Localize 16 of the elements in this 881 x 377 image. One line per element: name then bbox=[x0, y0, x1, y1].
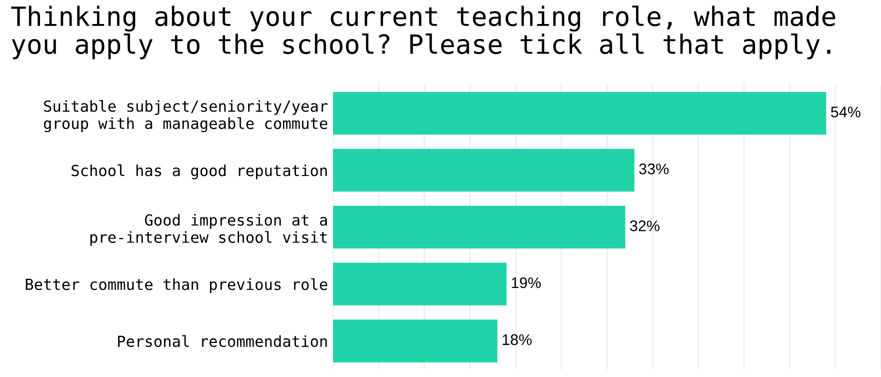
chart-title: Thinking about your current teaching role, what made you apply to the school? Please tick all that apply. bbox=[11, 6, 836, 60]
data-label: 33% bbox=[639, 164, 669, 174]
y-tick-label: Good impression at a pre-interview school visit bbox=[90, 214, 327, 246]
bar bbox=[333, 262, 507, 306]
y-tick-label: Personal recommendation bbox=[118, 335, 327, 348]
data-label: 32% bbox=[630, 220, 660, 232]
bar bbox=[333, 92, 826, 135]
bar bbox=[333, 206, 626, 248]
y-tick-label: School has a good reputation bbox=[72, 164, 327, 180]
data-label: 19% bbox=[512, 277, 541, 288]
y-tick-label: Better commute than previous role bbox=[26, 278, 328, 294]
data-label: 54% bbox=[830, 106, 860, 118]
y-tick-label: Suitable subject/seniority/year group with a manageable commute bbox=[44, 100, 328, 132]
bar bbox=[333, 320, 498, 362]
bar bbox=[333, 148, 634, 192]
data-label: 18% bbox=[502, 334, 532, 346]
